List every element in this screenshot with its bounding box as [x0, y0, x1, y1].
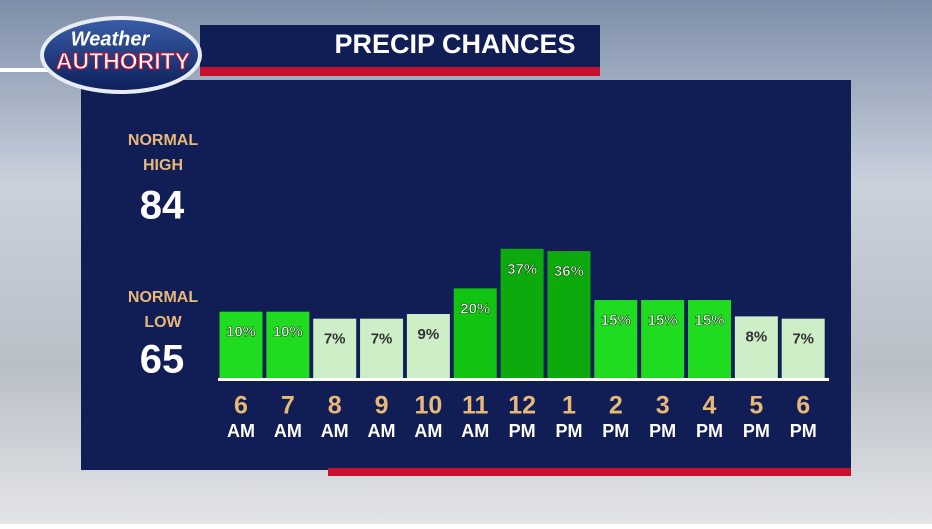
- x-tick-label: 6: [796, 392, 810, 420]
- x-tick-period: AM: [461, 421, 489, 441]
- value-label: 36%: [554, 263, 584, 280]
- value-label: 15%: [601, 312, 631, 329]
- x-tick-period: PM: [743, 421, 770, 441]
- bar: [266, 311, 310, 378]
- title-bar: [200, 25, 600, 69]
- panel: [81, 80, 851, 470]
- bar: [641, 300, 685, 378]
- title-accent: [200, 67, 600, 76]
- value-label: 37%: [507, 261, 537, 278]
- logo-bottom: AUTHORITY: [56, 48, 190, 74]
- value-label: 9%: [418, 326, 440, 343]
- x-tick-period: PM: [649, 421, 676, 441]
- value-label: 10%: [273, 324, 303, 341]
- x-tick-period: AM: [274, 421, 302, 441]
- bar: [734, 316, 778, 378]
- baseline: [218, 378, 829, 381]
- bar: [500, 248, 544, 378]
- bar: [547, 251, 591, 378]
- value-label: 7%: [792, 331, 814, 348]
- rule: [0, 68, 82, 72]
- x-tick-period: AM: [368, 421, 396, 441]
- x-tick-label: 10: [414, 392, 442, 420]
- x-tick-label: 6: [234, 392, 248, 420]
- normal-label: NORMAL: [128, 132, 198, 149]
- value-label: 10%: [226, 324, 256, 341]
- bar: [219, 311, 263, 378]
- x-tick-label: 4: [703, 392, 717, 420]
- x-tick-period: PM: [555, 421, 582, 441]
- title: PRECIP CHANCES: [334, 29, 575, 59]
- x-tick-label: 1: [562, 392, 576, 420]
- bar: [688, 300, 731, 378]
- value-label: 7%: [371, 331, 393, 348]
- x-tick-label: 7: [281, 392, 295, 420]
- bar: [360, 318, 404, 378]
- x-tick-label: 9: [375, 392, 389, 420]
- bar: [594, 300, 638, 378]
- normal-low: 65: [140, 338, 185, 382]
- logo-top: Weather: [71, 28, 151, 50]
- logo: [40, 16, 202, 94]
- x-tick-period: PM: [696, 421, 723, 441]
- x-tick-period: PM: [790, 421, 817, 441]
- normal-label: NORMAL: [128, 289, 198, 306]
- value-label: 8%: [746, 328, 768, 345]
- x-tick-period: AM: [414, 421, 442, 441]
- normal-label: LOW: [144, 314, 182, 331]
- x-tick-label: 12: [508, 392, 536, 420]
- x-tick-label: 2: [609, 392, 623, 420]
- x-tick-label: 11: [462, 392, 489, 420]
- normal-high: 84: [140, 184, 185, 228]
- value-label: 7%: [324, 331, 346, 348]
- bar: [313, 318, 357, 378]
- bar: [781, 318, 825, 378]
- normal-label: HIGH: [143, 157, 183, 174]
- bar: [406, 314, 450, 378]
- value-label: 15%: [648, 312, 678, 329]
- x-tick-period: AM: [321, 421, 349, 441]
- value-label: 15%: [694, 312, 724, 329]
- accent-bar: [328, 468, 851, 476]
- x-tick-label: 8: [328, 392, 342, 420]
- x-tick-period: PM: [602, 421, 629, 441]
- x-tick-label: 5: [749, 392, 763, 420]
- bar: [453, 288, 497, 378]
- x-tick-period: AM: [227, 421, 255, 441]
- value-label: 20%: [460, 300, 490, 317]
- x-tick-label: 3: [656, 392, 670, 420]
- x-tick-period: PM: [509, 421, 536, 441]
